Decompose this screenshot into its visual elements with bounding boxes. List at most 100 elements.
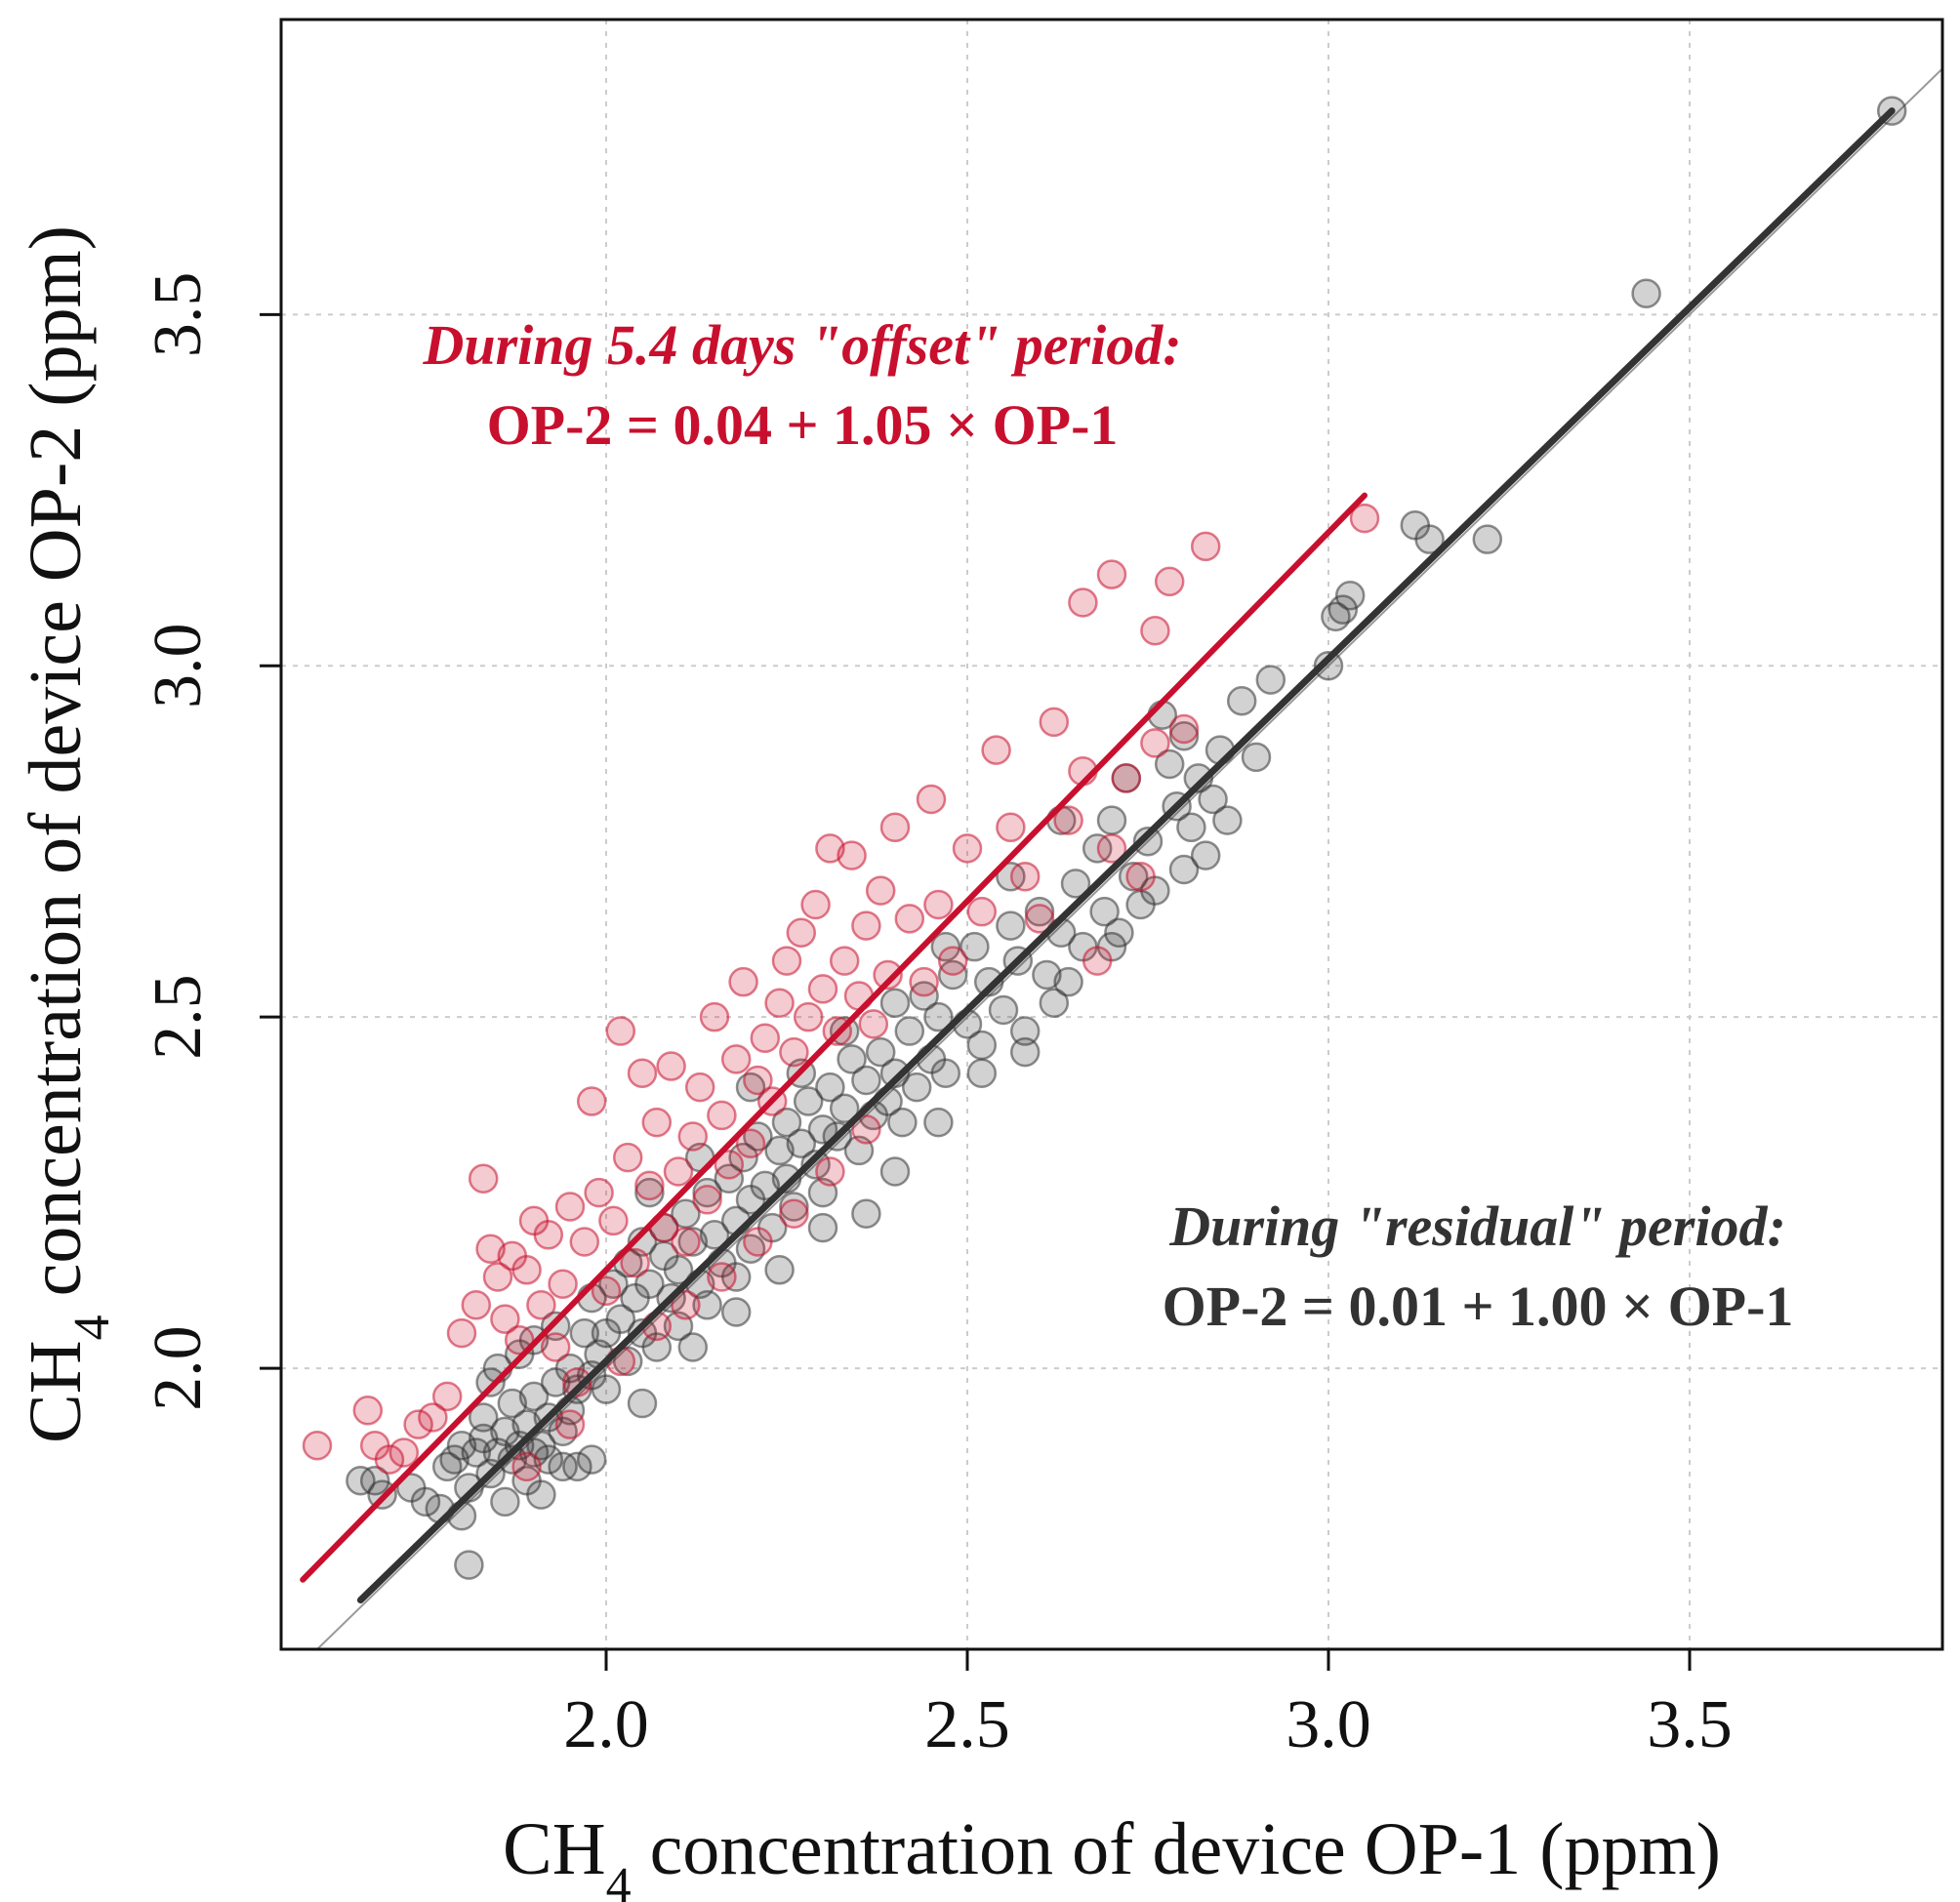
offset-point <box>490 1304 520 1334</box>
residual-point <box>1168 854 1200 885</box>
y-tick-label: 3.5 <box>141 272 216 358</box>
residual-point <box>627 1388 658 1419</box>
residual-point <box>1125 889 1156 920</box>
offset-point <box>1168 713 1200 745</box>
offset-point <box>482 1262 513 1292</box>
offset-point <box>548 1269 578 1299</box>
offset-point <box>981 735 1011 765</box>
residual-point <box>1039 988 1070 1019</box>
residual-series-points <box>346 96 1907 1580</box>
offset-point <box>923 889 954 920</box>
residual-point <box>692 1177 722 1208</box>
offset-point <box>952 833 983 864</box>
offset-point <box>865 875 896 906</box>
offset-point <box>764 988 795 1019</box>
residual-point <box>454 1473 484 1503</box>
x-tick-label: 2.0 <box>563 1687 649 1762</box>
residual-point <box>490 1486 520 1518</box>
offset-point <box>677 1121 709 1152</box>
offset-point <box>771 946 802 976</box>
residual-point <box>518 1381 550 1412</box>
residual-point <box>930 931 961 962</box>
residual-point <box>1255 665 1286 695</box>
offset-point <box>779 1198 809 1229</box>
offset-point <box>446 1317 477 1349</box>
residual-point <box>973 966 1004 997</box>
offset-point <box>1190 531 1221 562</box>
offset-point <box>374 1444 405 1475</box>
offset-point <box>937 946 968 976</box>
offset-point <box>504 1325 535 1356</box>
offset-point <box>735 1128 766 1158</box>
x-tick-label: 2.5 <box>924 1687 1010 1762</box>
offset-point <box>966 896 998 927</box>
residual-point <box>829 1093 860 1123</box>
offset-point <box>656 1051 686 1081</box>
residual-point <box>851 1065 881 1096</box>
offset-point <box>468 1163 499 1194</box>
residual-point <box>359 1465 390 1496</box>
residual-point <box>1024 896 1055 927</box>
offset-point <box>699 1001 730 1032</box>
residual-point <box>1226 685 1257 716</box>
grid-lines <box>281 20 1942 1649</box>
residual-point <box>576 1444 607 1475</box>
offset-point <box>1154 566 1185 597</box>
residual-point <box>641 1332 673 1362</box>
offset-point <box>540 1332 571 1362</box>
offset-point <box>1140 728 1170 758</box>
offset-point <box>598 1205 629 1236</box>
residual-point <box>1053 966 1083 997</box>
residual-point <box>1009 1016 1041 1046</box>
x-tick-label: 3.5 <box>1647 1687 1733 1762</box>
y-tick-label: 2.0 <box>141 1325 216 1411</box>
residual-point <box>786 1128 817 1158</box>
offset-point <box>1140 616 1170 646</box>
offset-point <box>684 1072 715 1103</box>
offset-point <box>1096 559 1127 589</box>
residual-point <box>562 1451 592 1482</box>
residual-point <box>988 994 1019 1026</box>
offset-point <box>576 1086 607 1116</box>
residual-point <box>1212 805 1243 835</box>
residual-point <box>1104 917 1134 949</box>
residual-point <box>1118 861 1149 892</box>
offset-point <box>707 1262 737 1292</box>
residual-point <box>591 1374 622 1404</box>
offset-point <box>302 1431 333 1461</box>
offset-annotation-equation: OP-2 = 0.04 + 1.05 × OP-1 <box>487 393 1119 457</box>
offset-point <box>707 1100 737 1131</box>
residual-point <box>793 1086 824 1116</box>
offset-point <box>526 1290 556 1320</box>
offset-point <box>1349 503 1380 534</box>
residual-point <box>996 911 1026 941</box>
offset-point <box>743 1065 773 1096</box>
residual-point <box>699 1220 730 1250</box>
residual-point <box>1009 1036 1041 1068</box>
residual-point <box>1060 869 1091 899</box>
y-axis-ticks: 2.0 2.5 3.0 3.5 <box>141 272 281 1411</box>
residual-point <box>966 1058 998 1088</box>
x-tick-label: 3.0 <box>1286 1687 1371 1762</box>
residual-point <box>461 1437 492 1468</box>
x-axis-ticks: 2.0 2.5 3.0 3.5 <box>563 1649 1733 1762</box>
offset-point <box>1125 861 1156 892</box>
offset-point <box>569 1227 600 1257</box>
offset-point <box>511 1451 542 1482</box>
residual-point <box>612 1346 643 1377</box>
residual-point <box>807 1212 838 1243</box>
offset-point <box>879 812 911 843</box>
residual-point <box>966 1030 998 1061</box>
offset-point <box>1096 833 1127 864</box>
offset-point <box>1053 805 1083 835</box>
offset-point <box>815 1156 845 1187</box>
residual-point <box>1472 524 1503 554</box>
residual-point <box>663 1255 694 1285</box>
offset-point <box>641 1107 673 1138</box>
offset-point <box>533 1220 564 1250</box>
residual-point <box>807 1114 838 1145</box>
residual-point <box>540 1311 571 1342</box>
residual-point <box>1168 720 1200 751</box>
residual-point <box>1176 812 1206 843</box>
